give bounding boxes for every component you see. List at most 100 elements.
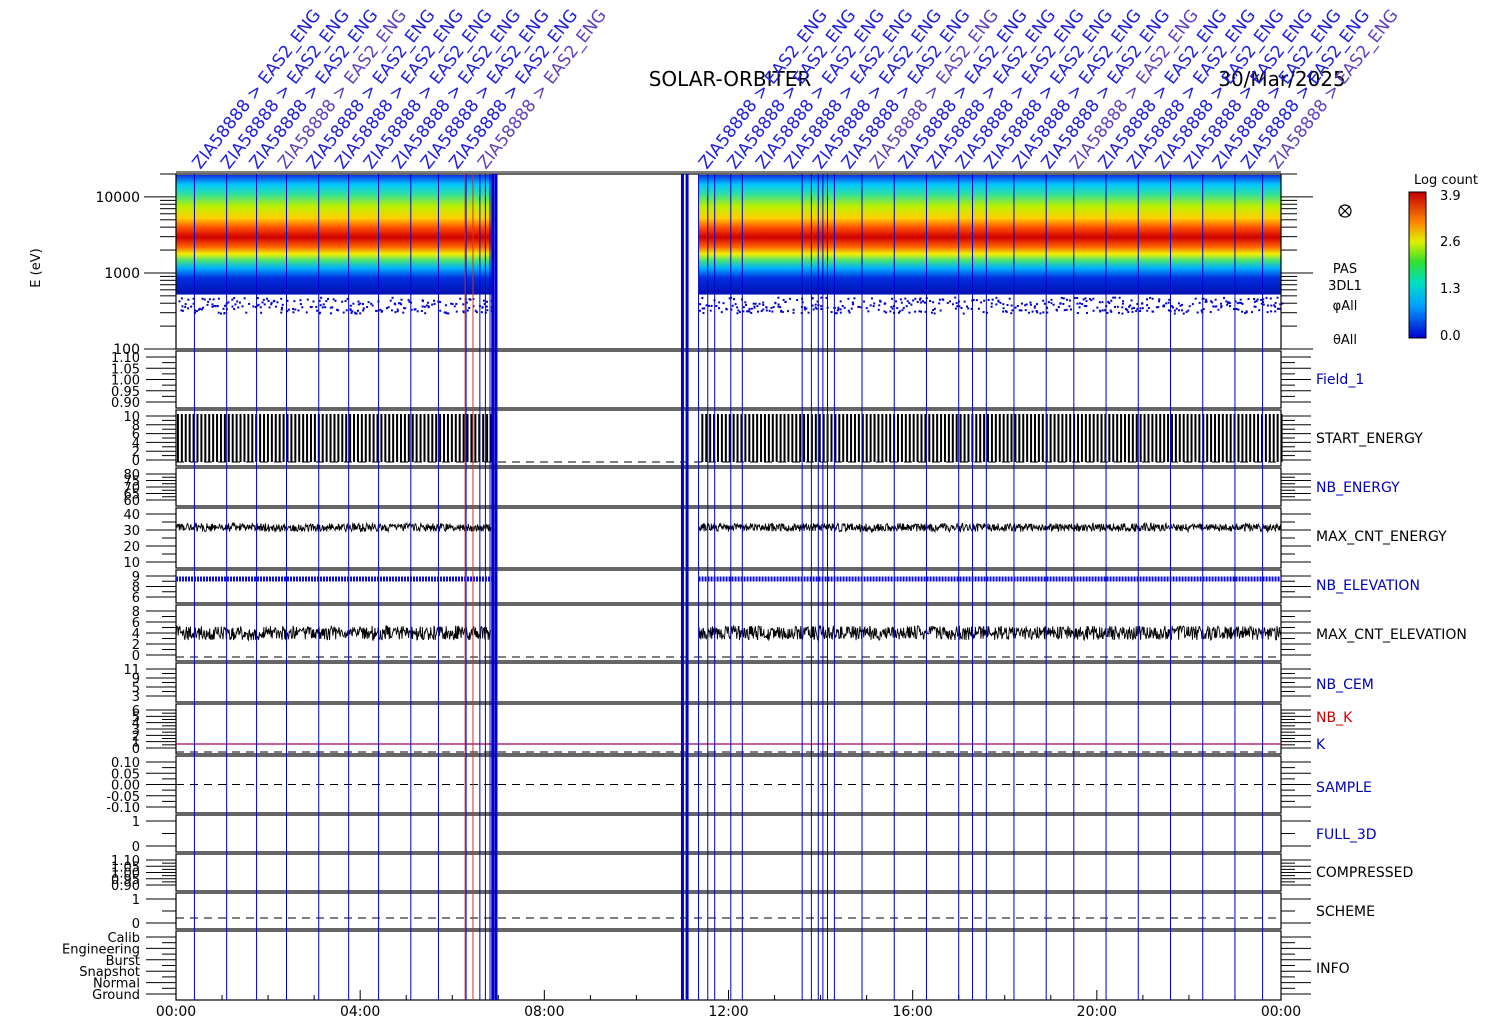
y-tick-label: 0.05 bbox=[111, 767, 140, 782]
spectrogram-noise-pixel bbox=[772, 306, 775, 309]
spectrogram-noise-pixel bbox=[1081, 303, 1084, 306]
spectrogram-noise-pixel bbox=[782, 298, 785, 301]
spectrogram-noise-pixel bbox=[345, 309, 348, 312]
spectrogram-noise-pixel bbox=[367, 301, 370, 304]
spectrogram-noise-pixel bbox=[450, 302, 453, 305]
spectrogram-noise-pixel bbox=[948, 300, 951, 303]
spectrogram-noise-pixel bbox=[774, 302, 777, 305]
spectrogram-noise-pixel bbox=[1024, 309, 1027, 312]
spectrogram-noise-pixel bbox=[474, 309, 477, 312]
panel-pas-3dl1-spectrogram: 10000 1000 100 PAS 3DL1 φAll θAll bbox=[95, 171, 1362, 358]
spectrogram-noise-pixel bbox=[320, 296, 323, 299]
x-tick-label: 12:00 bbox=[708, 1004, 748, 1020]
spectrogram-noise-pixel bbox=[1274, 301, 1277, 304]
start-energy-bar bbox=[1112, 414, 1115, 462]
spectrogram-noise-pixel bbox=[299, 299, 302, 302]
spectrogram-noise-pixel bbox=[203, 298, 206, 301]
spectrogram-noise-pixel bbox=[319, 304, 322, 307]
spectrogram-noise-pixel bbox=[1136, 308, 1139, 311]
spectrogram-noise-pixel bbox=[923, 301, 926, 304]
start-energy-bar bbox=[736, 414, 739, 462]
spectrogram-noise-pixel bbox=[1020, 309, 1023, 312]
spectrogram-noise-pixel bbox=[1177, 302, 1180, 305]
spectrogram-noise-pixel bbox=[197, 308, 200, 311]
spectrogram-noise-pixel bbox=[1204, 300, 1207, 303]
spectrogram-band bbox=[176, 175, 492, 295]
spectrogram-noise-pixel bbox=[1269, 297, 1272, 300]
start-energy-bar bbox=[1116, 414, 1119, 462]
spectrogram-noise-pixel bbox=[762, 303, 765, 306]
start-energy-bar bbox=[212, 414, 215, 462]
spectrogram-noise-pixel bbox=[356, 309, 359, 312]
start-energy-bar bbox=[1123, 414, 1126, 462]
spectrogram-noise-pixel bbox=[184, 305, 187, 308]
start-energy-bar bbox=[1080, 414, 1083, 462]
spectrogram-noise-pixel bbox=[891, 297, 894, 300]
spectrogram-noise-pixel bbox=[1047, 301, 1050, 304]
start-energy-bar bbox=[274, 414, 277, 462]
start-energy-bar bbox=[1049, 414, 1052, 462]
spectrogram-noise-pixel bbox=[820, 296, 823, 299]
start-energy-bar bbox=[1186, 414, 1189, 462]
spectrogram-noise-pixel bbox=[733, 298, 736, 301]
y-tick-label: 2 bbox=[132, 445, 140, 460]
y-tick-label: 80 bbox=[123, 468, 140, 483]
spectrogram-noise-pixel bbox=[1253, 300, 1256, 303]
spectrogram-noise-pixel bbox=[924, 310, 927, 313]
start-energy-bar bbox=[1190, 414, 1193, 462]
spectrogram-noise-pixel bbox=[357, 300, 360, 303]
panel-compressed: 1.101.051.000.950.90 COMPRESSED bbox=[111, 851, 1413, 894]
colorbar-tick: 3.9 bbox=[1440, 189, 1461, 204]
y-tick-label: Ground bbox=[92, 988, 140, 1003]
spectrogram-noise-pixel bbox=[334, 299, 337, 302]
spectrogram-noise-pixel bbox=[1266, 311, 1269, 314]
spectrogram-noise-pixel bbox=[1076, 296, 1079, 299]
spectrogram-noise-pixel bbox=[1279, 303, 1282, 306]
spectrogram-noise-pixel bbox=[193, 311, 196, 314]
spectrogram-noise-pixel bbox=[453, 305, 456, 308]
start-energy-bar bbox=[1268, 414, 1271, 462]
spectrogram-noise-pixel bbox=[319, 311, 322, 314]
spectrogram-noise-pixel bbox=[980, 301, 983, 304]
spectrogram-noise-pixel bbox=[975, 299, 978, 302]
spectrogram-noise-pixel bbox=[883, 310, 886, 313]
start-energy-bar bbox=[1057, 414, 1060, 462]
start-energy-bar bbox=[462, 414, 465, 462]
spectrogram-noise-pixel bbox=[480, 311, 483, 314]
panel-frame bbox=[175, 467, 1282, 507]
start-energy-bar bbox=[353, 414, 356, 462]
colorbar-tick: 0.0 bbox=[1440, 329, 1461, 344]
spectrogram-noise-pixel bbox=[481, 306, 484, 309]
spectrogram-noise-pixel bbox=[178, 300, 181, 303]
start-energy-bar bbox=[263, 414, 266, 462]
spectrogram-noise-pixel bbox=[299, 303, 302, 306]
spectrogram-noise-pixel bbox=[765, 306, 768, 309]
spectrogram-noise-pixel bbox=[954, 307, 957, 310]
panel-label: Field_1 bbox=[1316, 372, 1364, 388]
y-tick-label: 4 bbox=[132, 436, 140, 451]
start-energy-bar bbox=[380, 414, 383, 462]
spectrogram-noise-pixel bbox=[869, 304, 872, 307]
spectrogram-noise-pixel bbox=[1052, 303, 1055, 306]
y-tick-label: 75 bbox=[123, 475, 140, 490]
spectrogram-noise-pixel bbox=[270, 303, 273, 306]
spectrogram-noise-pixel bbox=[451, 303, 454, 306]
y-tick-label: 20 bbox=[123, 540, 140, 555]
y-tick-label: 1.10 bbox=[111, 351, 140, 366]
start-energy-bar bbox=[908, 414, 911, 462]
spectrogram-noise-pixel bbox=[468, 306, 471, 309]
spectrogram-noise-pixel bbox=[379, 308, 382, 311]
start-energy-bar bbox=[1170, 414, 1173, 462]
spectrogram-noise-pixel bbox=[987, 298, 990, 301]
spectrogram-noise-pixel bbox=[1250, 311, 1253, 314]
spectrogram-noise-pixel bbox=[873, 302, 876, 305]
start-energy-bar bbox=[1155, 414, 1158, 462]
spectrogram-noise-pixel bbox=[201, 297, 204, 300]
start-energy-bar bbox=[1120, 414, 1123, 462]
spectrogram-noise-pixel bbox=[1113, 305, 1116, 308]
y-tick-label: -0.10 bbox=[106, 801, 140, 816]
spectrogram-noise-pixel bbox=[853, 297, 856, 300]
spectrogram-noise-pixel bbox=[403, 307, 406, 310]
start-energy-bar bbox=[1033, 414, 1036, 462]
start-energy-bar bbox=[411, 414, 414, 462]
